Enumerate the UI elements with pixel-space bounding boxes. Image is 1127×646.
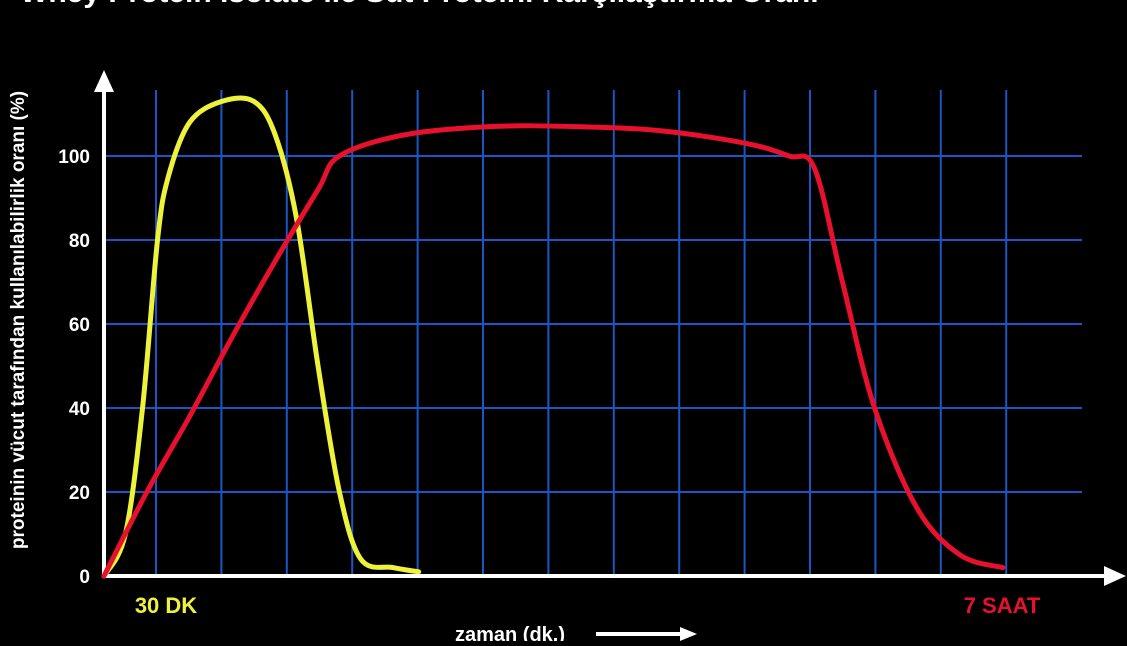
grid	[104, 90, 1082, 576]
y-tick-label-60: 60	[69, 315, 90, 336]
series-group	[101, 95, 1006, 579]
annotation-7saat: 7 SAAT	[964, 593, 1041, 618]
x-label-arrow-icon	[596, 627, 697, 641]
y-tick-label-20: 20	[69, 483, 90, 504]
y-tick-label-100: 100	[58, 147, 90, 168]
y-tick-label-0: 0	[79, 567, 90, 588]
axes	[94, 70, 1126, 586]
y-tick-label-40: 40	[69, 399, 90, 420]
y-tick-labels: 0 20 40 60 80 100	[58, 147, 90, 588]
x-axis-label: zaman (dk.)	[455, 624, 565, 641]
x-axis-arrow-icon	[1104, 566, 1126, 586]
chart-title: Whey Protein Isolate ile Süt Proteini Ka…	[20, 0, 819, 9]
y-axis-label: proteinin vücut tarafından kullanılabili…	[8, 91, 29, 549]
y-tick-label-80: 80	[69, 231, 90, 252]
series-line-0	[101, 95, 422, 579]
series-line-1	[101, 123, 1006, 579]
y-axis-arrow-icon	[94, 70, 114, 92]
annotation-30dk: 30 DK	[135, 593, 197, 618]
